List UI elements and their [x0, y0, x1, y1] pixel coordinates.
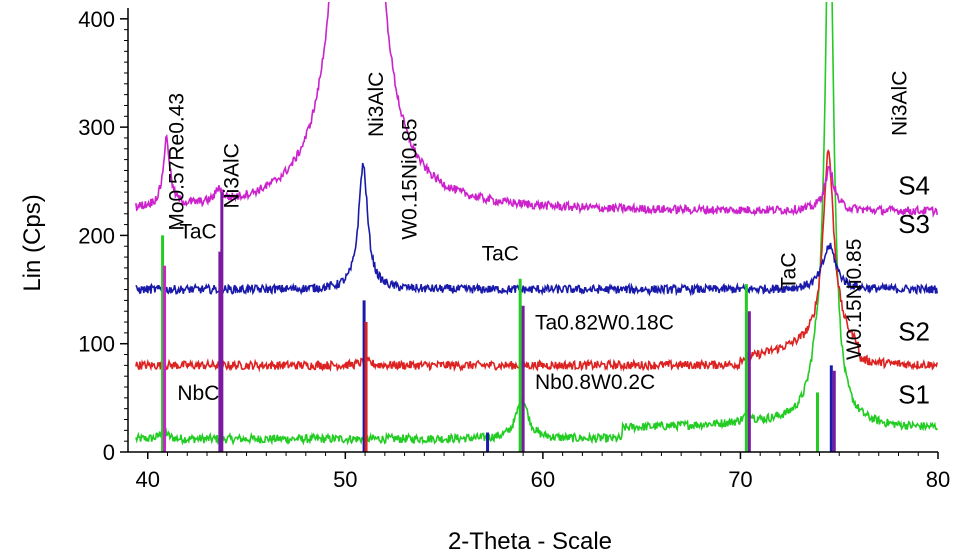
phase-annotation: Ni3AlC: [221, 143, 244, 208]
trace-S1: [135, 2, 938, 446]
phase-annotation: W0.15Ni0.85: [843, 239, 866, 360]
reference-lines-group: [161, 192, 836, 452]
trace-S2: [135, 149, 938, 373]
series-label-S4: S4: [898, 170, 930, 200]
phase-annotation: TaC: [778, 252, 801, 289]
ticks-group: 40 50 60 70 80 0 100 200 300 400: [78, 7, 950, 492]
phase-annotation: Ni3AlC: [365, 72, 388, 137]
x-axis-title: 2-Theta - Scale: [448, 528, 612, 555]
y-tick-label: 300: [78, 115, 115, 140]
trace-S3: [135, 162, 938, 297]
y-tick-label: 400: [78, 7, 115, 32]
traces-group: [135, 2, 938, 446]
series-label-S2: S2: [898, 316, 930, 346]
x-tick-label: 60: [531, 467, 555, 492]
y-axis-title: Lin (Cps): [19, 194, 46, 291]
y-tick-label: 200: [78, 223, 115, 248]
phase-annotation: TaC: [482, 242, 519, 265]
trace-S4: [135, 2, 938, 218]
phase-annotation: Ta0.82W0.18C: [535, 312, 674, 335]
y-tick-label: 100: [78, 332, 115, 357]
series-label-S3: S3: [898, 209, 930, 239]
axes-group: [127, 8, 938, 453]
series-label-S1: S1: [898, 379, 930, 409]
x-tick-label: 40: [136, 467, 160, 492]
x-tick-label: 80: [926, 467, 950, 492]
y-tick-label: 0: [103, 440, 115, 465]
labels-group: S1 S2 S3 S4 Mo0.57Re0.43 Ni3AlC Ni3AlC W0.15Ni0…: [165, 71, 930, 410]
phase-annotation: Mo0.57Re0.43: [165, 93, 188, 231]
phase-annotation: NbC: [177, 382, 219, 405]
phase-annotation: Ni3AlC: [888, 71, 911, 136]
phase-annotation: Nb0.8W0.2C: [535, 371, 655, 394]
phase-annotation: W0.15Ni0.85: [398, 118, 421, 239]
x-tick-label: 50: [333, 467, 357, 492]
x-tick-label: 70: [728, 467, 752, 492]
phase-annotation: TaC: [179, 221, 216, 244]
